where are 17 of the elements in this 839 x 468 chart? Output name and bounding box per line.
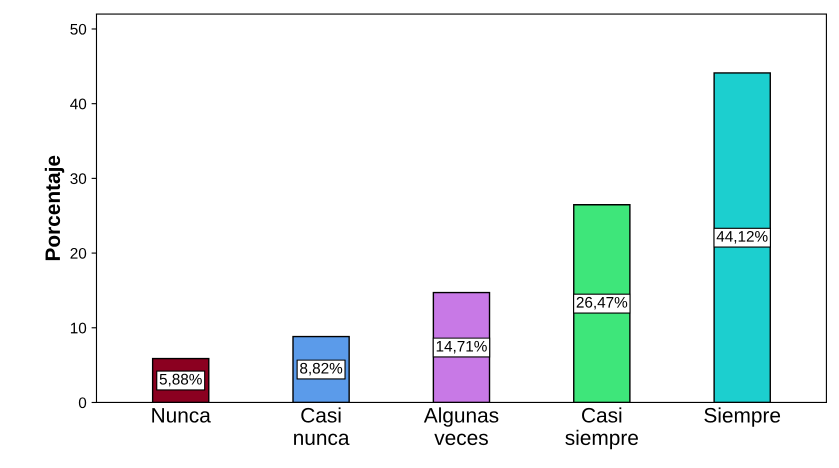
x-tick-label: Algunas veces [424,407,498,446]
x-tick-label: Nunca [152,408,211,423]
data-label: 26,47% [576,296,628,310]
data-label: 8,82% [300,362,342,376]
data-label: 5,88% [160,374,202,386]
data-label: 14,71% [436,340,487,354]
y-tick-label: 30 [70,173,86,184]
y-tick-label: 10 [70,322,86,334]
y-tick-label: 40 [70,98,86,110]
data-label: 44,12% [716,230,768,244]
x-tick-label: Casi nunca [294,407,350,446]
y-tick-label: 20 [70,248,86,259]
x-tick-label: Casi siempre [565,407,638,450]
x-tick-label: Siempre [704,407,780,427]
y-axis-title: Porcentaje [44,156,64,260]
y-tick-label: 50 [70,24,86,35]
y-tick-label: 0 [78,397,86,408]
